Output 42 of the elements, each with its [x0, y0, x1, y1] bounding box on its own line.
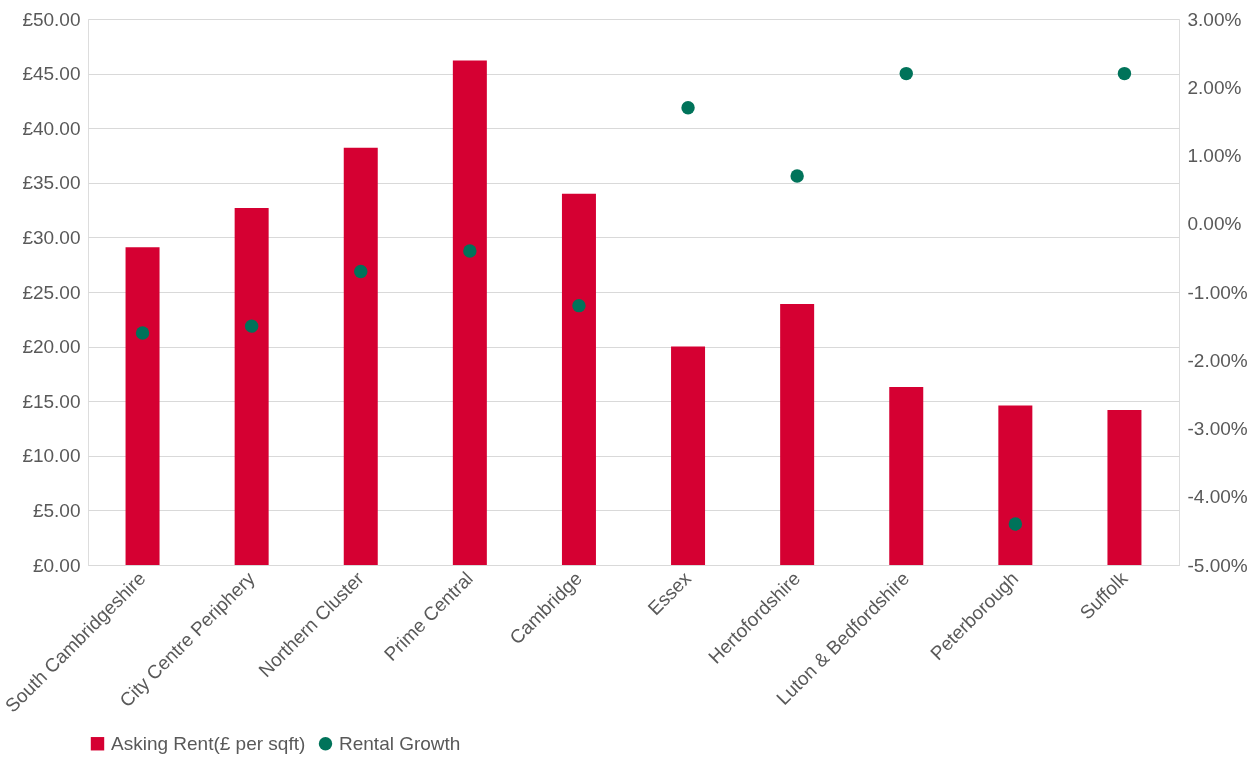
y-tick-label: £15.00 — [22, 390, 81, 412]
y-tick-label: £10.00 — [22, 445, 81, 467]
y2-tick-label: 0.00% — [1187, 213, 1242, 235]
y2-tick-label: 2.00% — [1187, 76, 1242, 98]
point — [681, 101, 695, 115]
bar — [234, 207, 269, 565]
y-tick-label: £35.00 — [22, 172, 81, 194]
point — [1117, 66, 1132, 81]
y-tick-label: £45.00 — [22, 63, 81, 85]
y-tick-label: £5.00 — [32, 499, 81, 521]
bar — [125, 247, 160, 565]
legend-label: Asking Rent(£ per sqft) — [111, 732, 306, 754]
y-tick-label: £25.00 — [22, 281, 81, 303]
bar — [343, 147, 378, 565]
y2-tick-label: -1.00% — [1187, 281, 1248, 303]
y2-tick-label: -4.00% — [1187, 486, 1248, 508]
bar — [1107, 409, 1142, 565]
y2-tick-label: -5.00% — [1187, 554, 1248, 576]
point — [354, 264, 368, 279]
bar — [998, 405, 1033, 565]
y-tick-label: £40.00 — [22, 117, 81, 139]
y2-tick-label: 3.00% — [1187, 8, 1242, 30]
point — [899, 66, 913, 81]
y-tick-label: £0.00 — [32, 554, 81, 576]
point — [790, 169, 804, 183]
bar — [889, 387, 924, 565]
point — [463, 244, 477, 258]
y-tick-label: £30.00 — [22, 226, 81, 248]
point — [1008, 517, 1023, 531]
point — [135, 326, 150, 340]
y2-tick-label: -3.00% — [1187, 418, 1248, 439]
y-tick-label: £50.00 — [22, 8, 81, 30]
bar — [780, 304, 815, 565]
bar — [452, 60, 487, 565]
y-tick-label: £20.00 — [22, 336, 81, 358]
y2-tick-label: 1.00% — [1187, 145, 1242, 166]
y2-tick-label: -2.00% — [1187, 349, 1248, 371]
legend-label: Rental Growth — [339, 732, 461, 754]
point — [244, 319, 259, 333]
point — [572, 298, 586, 313]
bar — [561, 193, 596, 565]
bar — [671, 346, 706, 565]
